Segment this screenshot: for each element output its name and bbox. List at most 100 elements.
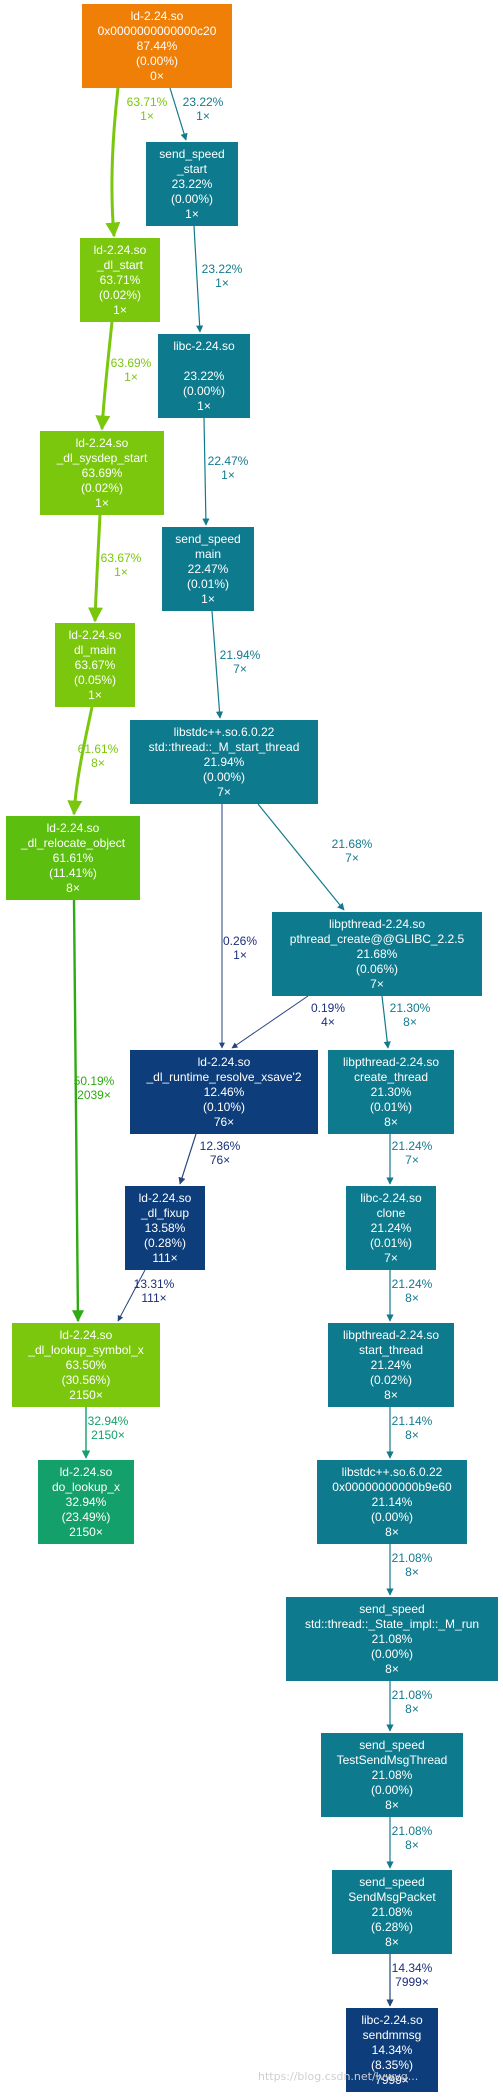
node-box[interactable] [328, 1050, 454, 1134]
edge-label: 50.19% 2039× [74, 1074, 115, 1102]
node-box[interactable] [286, 1597, 498, 1681]
node-function: dl_main [74, 643, 116, 657]
node-function: _dl_sysdep_start [56, 451, 148, 465]
node-ld-runtime-resolve[interactable]: ld-2.24.so_dl_runtime_resolve_xsave'212.… [130, 1050, 318, 1134]
call-edge-e4: 63.69% 1× [95, 321, 152, 431]
node-box[interactable] [328, 1323, 454, 1407]
node-box[interactable] [130, 1050, 318, 1134]
edge-line [257, 803, 345, 911]
edge-label: 12.36% 76× [200, 1139, 241, 1167]
node-module: send_speed [175, 532, 240, 546]
edge-percent: 63.67% [101, 551, 142, 565]
node-box[interactable] [321, 1733, 463, 1817]
call-edge-e23: 14.34% 7999× [386, 1954, 433, 2007]
edge-line [95, 321, 114, 431]
node-box[interactable] [80, 238, 160, 322]
edge-label: 23.22% 1× [183, 95, 224, 123]
node-module: send_speed [359, 1738, 424, 1752]
node-call-count: 1× [95, 496, 109, 510]
node-box[interactable] [162, 527, 254, 611]
node-box[interactable] [40, 431, 164, 515]
node-box[interactable] [332, 1870, 452, 1954]
node-function: clone [377, 1206, 406, 1220]
node-box[interactable] [12, 1323, 160, 1407]
node-pthread-start-thread[interactable]: libpthread-2.24.sostart_thread21.24%(0.0… [328, 1323, 454, 1407]
edge-calls: 7× [345, 851, 359, 865]
edge-label: 21.08% 8× [392, 1551, 433, 1579]
edge-percent: 21.30% [390, 1001, 431, 1015]
node-total-percent: 21.08% [372, 1905, 413, 1919]
node-libc-unk[interactable]: libc-2.24.so 23.22%(0.00%)1× [158, 334, 250, 418]
node-stdcxx-thread-start[interactable]: libstdc++.so.6.0.22std::thread::_M_start… [130, 720, 318, 804]
node-stdcxx-b9e60[interactable]: libstdc++.so.6.0.220x00000000000b9e6021.… [317, 1460, 467, 1544]
node-box[interactable] [317, 1460, 467, 1544]
edge-label: 21.94% 7× [220, 648, 261, 676]
edge-line [169, 87, 188, 141]
node-total-percent: 22.47% [188, 562, 229, 576]
edge-percent: 50.19% [74, 1074, 115, 1088]
node-send-speed-state-run[interactable]: send_speedstd::thread::_State_impl::_M_r… [286, 1597, 498, 1681]
node-self-percent: (0.00%) [183, 384, 225, 398]
node-total-percent: 21.08% [372, 1768, 413, 1782]
node-box[interactable] [82, 4, 232, 88]
node-box[interactable] [38, 1460, 134, 1544]
edges-layer: 63.71% 1×23.22% 1×23.22% 1×63.69% 1×22.47% 1×… [67, 87, 433, 2007]
edge-percent: 22.47% [208, 454, 249, 468]
node-ld-dl-sysdep-start[interactable]: ld-2.24.so_dl_sysdep_start63.69%(0.02%)1… [40, 431, 164, 515]
node-box[interactable] [272, 912, 482, 996]
node-call-count: 1× [88, 688, 102, 702]
edge-calls: 7× [233, 662, 247, 676]
node-module: send_speed [159, 147, 224, 161]
edge-label: 32.94% 2150× [88, 1414, 129, 1442]
call-edge-e12: 21.30% 8× [381, 995, 431, 1049]
node-total-percent: 87.44% [137, 39, 178, 53]
node-pthread-create-thread[interactable]: libpthread-2.24.socreate_thread21.30%(0.… [328, 1050, 454, 1134]
node-box[interactable] [130, 720, 318, 804]
node-box[interactable] [55, 623, 135, 707]
edge-calls: 8× [405, 1428, 419, 1442]
node-module: libc-2.24.so [173, 339, 235, 353]
node-total-percent: 32.94% [66, 1495, 107, 1509]
node-box[interactable] [6, 816, 140, 900]
node-function: SendMsgPacket [348, 1890, 436, 1904]
node-box[interactable] [346, 1186, 436, 1270]
node-self-percent: (23.49%) [62, 1510, 111, 1524]
node-ld-top[interactable]: ld-2.24.so0x0000000000000c2087.44%(0.00%… [82, 4, 232, 88]
node-ld-dl-relocate-object[interactable]: ld-2.24.so_dl_relocate_object61.61%(11.4… [6, 816, 140, 900]
node-function: TestSendMsgThread [337, 1753, 448, 1767]
node-self-percent: (0.01%) [370, 1100, 412, 1114]
edge-line [178, 1133, 197, 1185]
edge-percent: 12.36% [200, 1139, 241, 1153]
call-edge-e22: 21.08% 8× [386, 1817, 433, 1869]
node-box[interactable] [346, 2008, 438, 2092]
edge-calls: 7999× [395, 1975, 429, 1989]
node-box[interactable] [146, 142, 238, 226]
edge-calls: 1× [114, 565, 128, 579]
call-edge-e15: 50.19% 2039× [71, 899, 115, 1323]
node-ld-dl-lookup-symbol[interactable]: ld-2.24.so_dl_lookup_symbol_x63.50%(30.5… [12, 1323, 160, 1407]
node-function: start_thread [359, 1343, 423, 1357]
node-self-percent: (0.02%) [81, 481, 123, 495]
edge-percent: 21.08% [392, 1824, 433, 1838]
node-function: 0x0000000000000c20 [98, 24, 217, 38]
node-box[interactable] [158, 334, 250, 418]
node-send-speed-thread[interactable]: send_speedTestSendMsgThread21.08%(0.00%)… [321, 1733, 463, 1817]
node-self-percent: (0.00%) [371, 1783, 413, 1797]
node-call-count: 7999× [375, 2073, 409, 2087]
call-edge-e11: 0.19% 4× [231, 995, 345, 1049]
node-module: ld-2.24.so [131, 9, 184, 23]
node-box[interactable] [125, 1186, 205, 1270]
node-self-percent: (0.00%) [371, 1647, 413, 1661]
node-call-count: 0× [150, 69, 164, 83]
node-pthread-create[interactable]: libpthread-2.24.sopthread_create@@GLIBC_… [272, 912, 482, 996]
edge-percent: 21.14% [392, 1414, 433, 1428]
